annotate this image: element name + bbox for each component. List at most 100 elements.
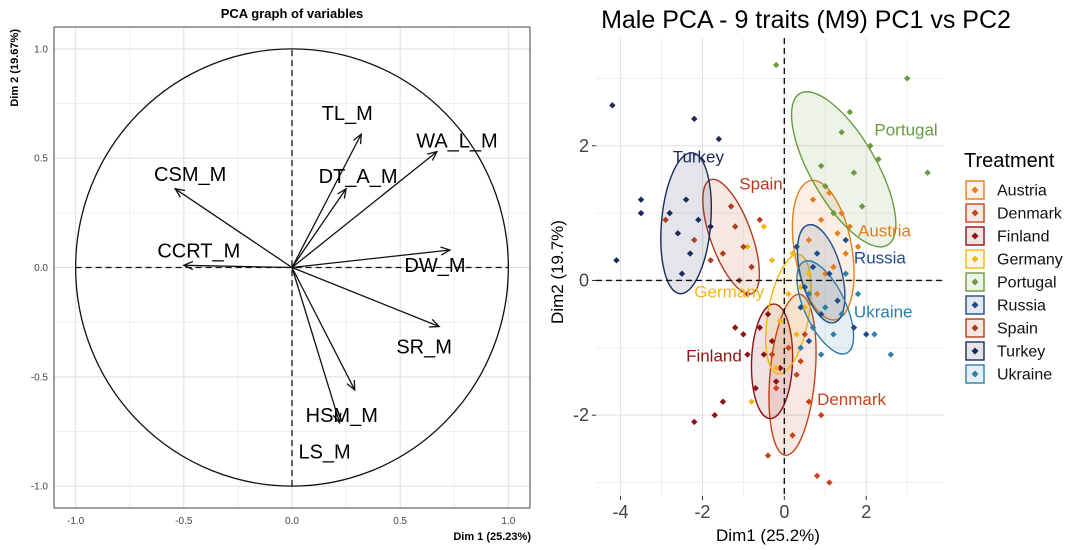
data-point — [846, 108, 854, 116]
data-point — [797, 304, 804, 311]
variable-arrow — [291, 266, 440, 328]
legend-label: Portugal — [997, 275, 1057, 292]
legend-marker — [971, 278, 979, 286]
right-x-tick-label: -2 — [694, 502, 710, 522]
data-point — [850, 169, 858, 176]
data-point — [686, 250, 694, 257]
data-point — [752, 385, 759, 392]
legend-label: Russia — [997, 298, 1046, 315]
variable-arrow — [291, 249, 451, 269]
confidence-ellipse — [702, 178, 761, 295]
data-point — [805, 290, 813, 298]
data-point — [777, 364, 784, 372]
confidence-ellipse — [660, 152, 713, 295]
data-point — [797, 344, 804, 352]
data-point — [785, 344, 792, 352]
legend-title: Treatment — [964, 150, 1055, 172]
data-point — [822, 270, 829, 277]
arrow-head — [429, 318, 441, 328]
legend-marker — [971, 255, 979, 263]
data-point — [678, 270, 686, 277]
variable-label: CCRT_M — [157, 240, 240, 262]
data-point — [760, 223, 768, 230]
data-point — [768, 351, 776, 358]
data-point — [732, 324, 739, 331]
data-point — [740, 331, 747, 338]
variable-label: DT_A_M — [319, 166, 398, 188]
data-point — [801, 331, 808, 338]
data-point — [748, 398, 755, 405]
data-point — [691, 236, 698, 244]
data-point — [707, 223, 714, 230]
data-point — [695, 216, 702, 224]
group-label: Finland — [686, 346, 742, 365]
data-point — [809, 324, 817, 331]
data-point — [785, 290, 792, 298]
left-y-tick-label: -1.0 — [31, 482, 49, 493]
legend-label: Turkey — [997, 344, 1045, 361]
data-point — [903, 75, 911, 82]
right-ticks: -4 -2 0 2 -2 0 2 — [573, 136, 871, 522]
data-point — [789, 250, 796, 257]
confidence-ellipse — [764, 253, 812, 375]
group-label: Portugal — [874, 121, 937, 140]
left-x-tick-label: 0.5 — [393, 516, 407, 527]
data-point — [805, 236, 813, 244]
group-label: Germany — [694, 282, 764, 301]
data-point — [834, 230, 841, 237]
data-point — [830, 209, 837, 217]
variable-arrow — [183, 264, 293, 269]
data-point — [838, 310, 845, 318]
right-grid — [596, 38, 944, 496]
data-point — [772, 378, 780, 385]
data-point — [793, 371, 800, 378]
data-point — [744, 243, 751, 250]
data-point — [817, 351, 825, 358]
arrow-head — [173, 187, 186, 198]
data-point — [805, 270, 813, 277]
data-point — [809, 196, 817, 203]
left-y-axis-label: Dim 2 (19.67%) — [9, 29, 21, 107]
data-point — [809, 263, 817, 271]
confidence-ellipse — [750, 303, 794, 420]
data-point — [732, 223, 739, 230]
data-point — [813, 290, 821, 298]
data-point — [772, 385, 780, 392]
legend-marker — [971, 324, 979, 332]
data-point — [637, 209, 645, 217]
data-point — [748, 263, 755, 271]
legend-item: Turkey — [965, 341, 1045, 361]
legend-item: Denmark — [965, 203, 1063, 223]
group-label: Turkey — [673, 148, 725, 167]
right-x-tick-label: -4 — [613, 502, 629, 522]
data-point — [801, 304, 808, 311]
variable-label: LS_M — [298, 442, 350, 464]
left-y-tick-label: 0.5 — [34, 154, 48, 165]
legend-marker — [971, 232, 979, 240]
data-point — [834, 297, 841, 304]
data-point — [793, 243, 800, 250]
legend-marker — [971, 186, 979, 194]
left-x-axis-label: Dim 1 (25.23%) — [453, 531, 531, 543]
data-point — [887, 351, 894, 358]
data-point — [674, 230, 682, 237]
data-point — [768, 337, 776, 345]
legend: Austria Denmark Finland Germany Portugal Russ… — [965, 180, 1063, 384]
data-point — [863, 331, 870, 338]
left-plot-border — [53, 26, 531, 509]
data-point — [854, 243, 862, 250]
right-reference-lines — [596, 38, 944, 496]
pca-individuals-panel: Male PCA - 9 traits (M9) PC1 vs PC2 -4 -2… — [548, 6, 1063, 545]
data-point — [715, 135, 723, 143]
data-point — [838, 129, 845, 136]
data-point — [805, 337, 813, 345]
data-point — [662, 216, 669, 224]
arrow-head — [332, 412, 342, 425]
data-point — [842, 250, 849, 257]
right-y-tick-label: 0 — [579, 270, 589, 290]
data-point — [719, 250, 727, 257]
data-point — [813, 472, 821, 479]
legend-marker — [971, 209, 979, 217]
right-chart-title: Male PCA - 9 traits (M9) PC1 vs PC2 — [601, 6, 1011, 34]
